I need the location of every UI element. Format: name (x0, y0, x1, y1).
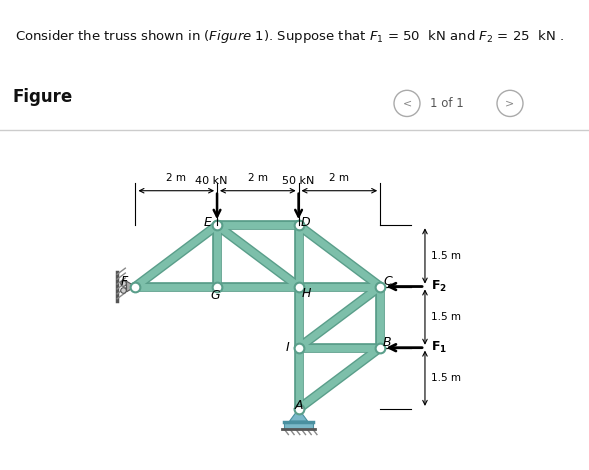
Text: I: I (285, 341, 289, 354)
Text: 2 m: 2 m (248, 173, 268, 183)
Text: Figure: Figure (12, 88, 72, 106)
Text: <: < (402, 98, 412, 109)
Text: $\mathbf{F_2}$: $\mathbf{F_2}$ (431, 279, 447, 294)
Text: Consider the truss shown in ($\mathit{Figure\ 1}$). Suppose that $F_1$ = 50  kN : Consider the truss shown in ($\mathit{Fi… (15, 28, 564, 45)
Polygon shape (127, 281, 135, 292)
Text: 2 m: 2 m (329, 173, 349, 183)
Text: 1.5 m: 1.5 m (431, 373, 461, 383)
Text: D: D (301, 216, 311, 228)
Text: B: B (383, 337, 392, 349)
Text: E: E (204, 216, 212, 228)
Text: 1 of 1: 1 of 1 (430, 97, 464, 110)
Text: 1.5 m: 1.5 m (431, 312, 461, 322)
Text: G: G (210, 289, 220, 302)
Text: 40 kN: 40 kN (195, 176, 227, 186)
Text: H: H (301, 287, 310, 300)
Text: A: A (294, 399, 303, 412)
Text: >: > (505, 98, 515, 109)
Text: F: F (121, 275, 128, 288)
Text: 50 kN: 50 kN (282, 176, 315, 186)
Polygon shape (290, 409, 307, 421)
Text: C: C (383, 275, 392, 288)
Text: 1.5 m: 1.5 m (431, 251, 461, 261)
Bar (284, 422, 313, 429)
Text: 2 m: 2 m (166, 173, 186, 183)
Text: $\mathbf{F_1}$: $\mathbf{F_1}$ (431, 340, 447, 355)
